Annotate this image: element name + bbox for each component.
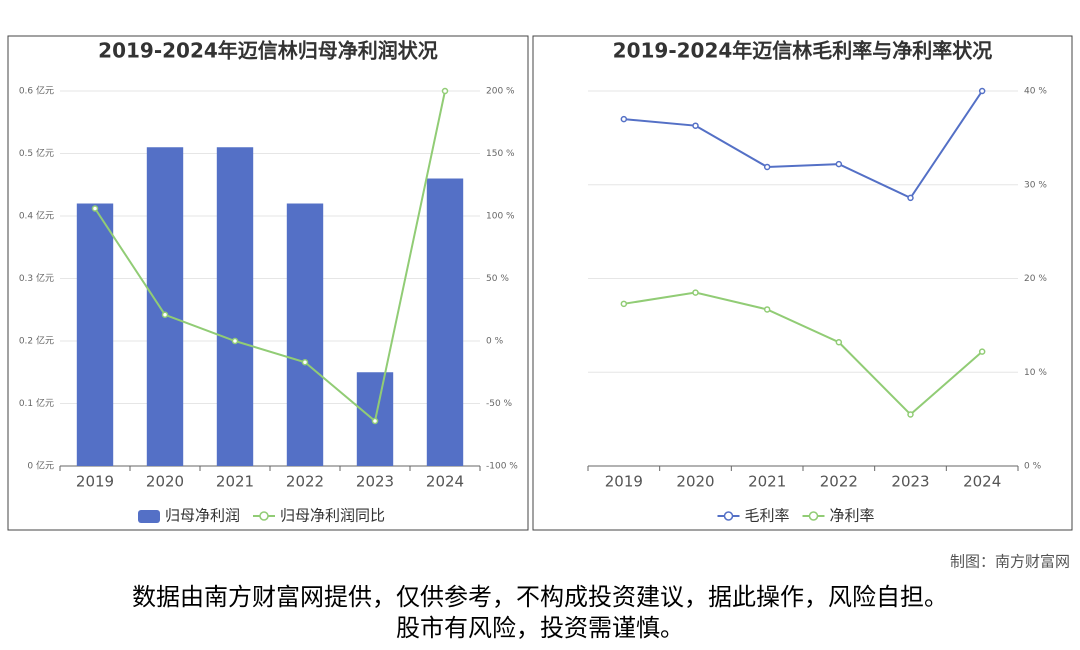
- y-tick-label: 0.4 亿元: [19, 210, 54, 222]
- panel-frame: [7, 35, 529, 531]
- x-tick-label: 2024: [963, 473, 1001, 491]
- y2-tick-label: 200 %: [486, 87, 515, 97]
- chart-title: 2019-2024年迈信林归母净利润状况: [98, 39, 438, 63]
- y-tick-label: 0.2 亿元: [19, 335, 54, 347]
- x-tick-label: 2019: [605, 473, 643, 491]
- point: [835, 160, 843, 168]
- line: [94, 90, 446, 423]
- point: [441, 87, 449, 95]
- x-tick-label: 2022: [820, 473, 858, 491]
- y-tick-label: 0.5 亿元: [19, 147, 54, 159]
- y2-tick-label: 150 %: [486, 149, 515, 159]
- y2-tick-label: 30 %: [1024, 180, 1047, 190]
- y2-tick-label: 0 %: [1024, 462, 1042, 472]
- x-tick-label: 2023: [891, 473, 929, 491]
- y2-tick-label: 50 %: [486, 274, 509, 284]
- point: [907, 194, 914, 202]
- disclaimer: 数据由南方财富网提供，仅供参考，不构成投资建议，据此操作，风险自担。: [132, 583, 948, 611]
- point: [301, 359, 309, 366]
- y-tick-label: 0.6 亿元: [19, 85, 54, 97]
- y-tick-label: 0 亿元: [27, 460, 54, 472]
- y2-tick-label: -50 %: [486, 399, 513, 409]
- y2-tick-label: 20 %: [1024, 274, 1047, 284]
- point: [231, 337, 239, 345]
- y2-tick-label: 10 %: [1024, 368, 1047, 378]
- panel-frame: [532, 35, 1073, 531]
- y-tick-label: 0.3 亿元: [19, 272, 54, 284]
- y-tick-label: 0.1 亿元: [19, 397, 54, 409]
- x-tick-label: 2021: [216, 473, 254, 491]
- legend-label: 归母净利润同比: [280, 507, 385, 525]
- line: [623, 291, 983, 416]
- chart-title: 2019-2024年迈信林毛利率与净利率状况: [613, 39, 993, 63]
- y2-tick-label: 100 %: [486, 212, 515, 222]
- point: [91, 205, 99, 212]
- y2-tick-label: 40 %: [1024, 87, 1047, 97]
- point: [620, 300, 628, 308]
- point: [620, 115, 628, 123]
- legend-swatch: [138, 510, 160, 523]
- bar: [216, 147, 254, 466]
- line: [623, 90, 983, 200]
- y2-tick-label: -100 %: [486, 462, 518, 472]
- legend-label: 净利率: [830, 507, 875, 525]
- bar: [286, 203, 324, 466]
- legend-swatch: [259, 511, 269, 521]
- point: [371, 417, 379, 425]
- point: [907, 411, 914, 418]
- disclaimer: 股市有风险，投资需谨慎。: [396, 614, 684, 642]
- x-tick-label: 2022: [286, 473, 324, 491]
- point: [692, 289, 699, 296]
- legend-swatch: [808, 511, 819, 521]
- point: [835, 339, 843, 346]
- bar: [426, 178, 464, 466]
- x-tick-label: 2023: [356, 473, 394, 491]
- x-tick-label: 2020: [146, 473, 184, 491]
- x-tick-label: 2019: [76, 473, 114, 491]
- x-tick-label: 2024: [426, 473, 464, 491]
- point: [978, 87, 986, 95]
- legend-label: 毛利率: [745, 507, 790, 525]
- point: [763, 163, 771, 171]
- credit: 制图：南方财富网: [950, 553, 1070, 571]
- point: [692, 122, 699, 129]
- x-tick-label: 2020: [676, 473, 714, 491]
- y2-tick-label: 0 %: [486, 337, 504, 347]
- legend-label: 归母净利润: [165, 507, 240, 525]
- legend-swatch: [723, 511, 734, 521]
- point: [763, 306, 771, 313]
- bar: [146, 147, 184, 466]
- point: [161, 311, 169, 318]
- point: [978, 348, 986, 355]
- x-tick-label: 2021: [748, 473, 786, 491]
- bar: [76, 203, 114, 466]
